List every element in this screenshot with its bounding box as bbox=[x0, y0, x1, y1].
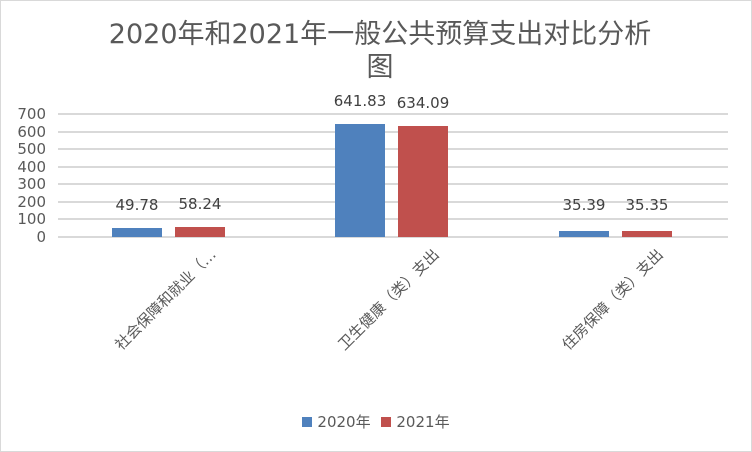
legend-swatch-2021 bbox=[381, 416, 392, 427]
y-tick-label: 0 bbox=[36, 228, 46, 246]
bar-2021-1[interactable] bbox=[398, 125, 448, 237]
data-label: 49.78 bbox=[115, 196, 159, 214]
y-tick-label: 400 bbox=[17, 157, 46, 176]
chart-title-line2: 图 bbox=[366, 52, 394, 83]
gridline bbox=[58, 113, 728, 115]
y-tick-label: 600 bbox=[17, 122, 46, 141]
legend-label-2021: 2021年 bbox=[396, 413, 450, 431]
legend-item-2021[interactable]: 2021年 bbox=[381, 411, 450, 432]
data-label: 35.39 bbox=[562, 196, 606, 214]
y-tick-label: 200 bbox=[17, 192, 46, 211]
gridline bbox=[58, 200, 728, 203]
gridline bbox=[58, 218, 728, 221]
legend-label-2020: 2020年 bbox=[317, 413, 371, 431]
bar-2020-0[interactable] bbox=[112, 228, 162, 237]
legend: 2020年 2021年 bbox=[0, 411, 752, 432]
gridline bbox=[58, 148, 728, 151]
legend-item-2020[interactable]: 2020年 bbox=[302, 411, 371, 432]
bar-2020-1[interactable] bbox=[335, 124, 385, 237]
data-label: 634.09 bbox=[396, 93, 450, 112]
gridline bbox=[58, 130, 728, 133]
bar-2021-0[interactable] bbox=[175, 226, 225, 237]
y-tick-label: 700 bbox=[17, 105, 46, 123]
y-tick-label: 100 bbox=[17, 210, 46, 229]
gridline bbox=[58, 183, 728, 186]
data-label: 58.24 bbox=[178, 194, 222, 213]
gridline bbox=[58, 236, 728, 238]
y-tick-label: 500 bbox=[17, 140, 46, 159]
gridline bbox=[58, 165, 728, 168]
bar-2020-2[interactable] bbox=[559, 230, 609, 237]
bar-2021-2[interactable] bbox=[622, 230, 672, 237]
data-label: 641.83 bbox=[333, 92, 387, 111]
legend-swatch-2020 bbox=[302, 416, 313, 427]
chart-title: 2020年和2021年一般公共预算支出对比分析 图 bbox=[60, 18, 700, 84]
data-label: 35.35 bbox=[625, 196, 669, 214]
chart-title-line1: 2020年和2021年一般公共预算支出对比分析 bbox=[108, 19, 652, 50]
y-tick-label: 300 bbox=[17, 175, 46, 194]
